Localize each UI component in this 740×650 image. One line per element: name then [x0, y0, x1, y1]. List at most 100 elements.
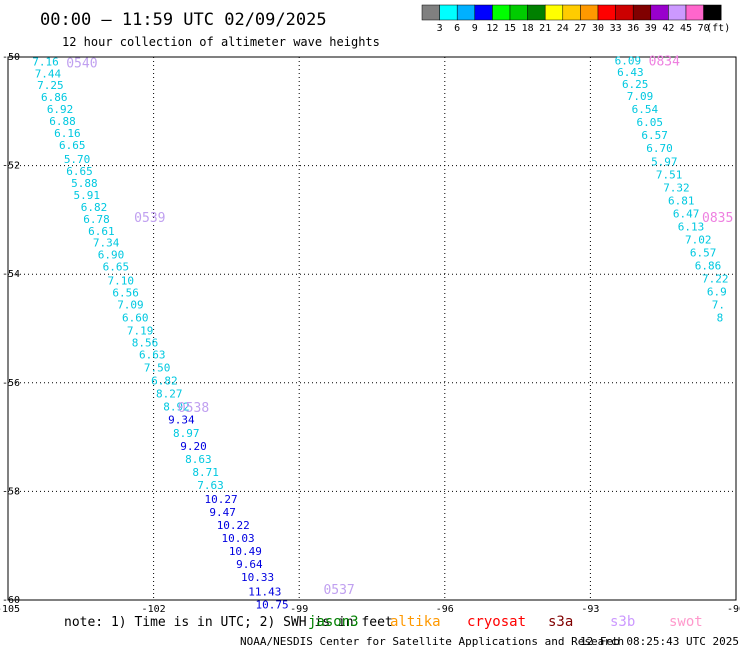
colorbar-swatch: [632, 4, 652, 21]
colorbar-tick: 33: [610, 23, 622, 34]
data-label: 7.10: [107, 275, 134, 288]
data-label: 6.82: [151, 375, 178, 388]
data-label: 10.22: [217, 519, 250, 532]
colorbar-tick: 18: [522, 23, 534, 34]
data-label: 9.47: [209, 506, 236, 519]
colorbar-swatch: [597, 4, 616, 21]
data-label: 6.60: [122, 312, 149, 325]
data-label: 7.19: [127, 325, 154, 338]
data-label: 6.86: [695, 260, 722, 273]
data-label: 8.56: [132, 337, 159, 350]
x-tick-label: -105: [0, 604, 20, 615]
data-label: 10.03: [222, 532, 255, 545]
data-label: 6.78: [83, 213, 110, 226]
data-label: 6.25: [622, 78, 649, 91]
satellite-legend: jason3 altika cryosat s3a s3b swot: [308, 614, 703, 630]
colorbar-tick: 15: [504, 23, 516, 34]
data-label: 8.71: [192, 466, 219, 479]
pass-label: 0834: [649, 54, 680, 69]
x-tick-label: -99: [290, 604, 308, 615]
data-label: 7.09: [117, 299, 144, 312]
data-label: 6.86: [41, 91, 68, 104]
colorbar-swatch: [703, 4, 722, 21]
data-label: 7.51: [656, 168, 683, 181]
data-label: 7.25: [37, 79, 64, 92]
plot-frame: [7, 56, 737, 601]
data-label: 5.88: [71, 177, 98, 190]
chart-subtitle: 12 hour collection of altimeter wave hei…: [62, 35, 380, 49]
data-label: 6.57: [641, 129, 668, 142]
data-label: 6.09: [615, 54, 642, 67]
satellite-label: s3a: [548, 614, 573, 630]
colorbar-legend: 3 6 9 12 15 18 21 24 27 30 33 36 39 42 45 70(ft): [421, 4, 730, 34]
colorbar-swatch: [509, 4, 528, 21]
data-label: 9.20: [180, 440, 207, 453]
data-label: 6.57: [690, 246, 717, 259]
chart-title: 00:00 – 11:59 UTC 02/09/2025: [40, 10, 327, 30]
satellite-label: swot: [669, 614, 703, 630]
data-label: 6.54: [632, 103, 659, 116]
colorbar-swatch: [580, 4, 599, 21]
data-label: 7.22: [702, 273, 729, 286]
footer-note: note: 1) Time is in UTC; 2) SWH is in fe…: [64, 615, 393, 630]
data-label: 7.63: [197, 479, 224, 492]
data-label: 6.56: [112, 287, 139, 300]
colorbar-swatch: [650, 4, 669, 21]
colorbar-swatch: [527, 4, 546, 21]
pass-label: 0538: [178, 401, 209, 416]
data-label: 7.34: [93, 237, 120, 250]
data-label: 7.44: [35, 67, 62, 80]
data-label: 8.63: [185, 453, 212, 466]
data-label: 11.43: [248, 585, 281, 598]
satellite-label: jason3: [308, 614, 359, 630]
colorbar-tick: 21: [539, 23, 551, 34]
y-tick-label: -50: [2, 52, 20, 63]
colorbar-tick: 30: [592, 23, 604, 34]
satellite-label: altika: [390, 614, 441, 630]
x-tick-label: -90: [727, 604, 740, 615]
colorbar-tick: 39: [645, 23, 657, 34]
colorbar-swatch: [615, 4, 634, 21]
data-label: 10.75: [256, 598, 289, 611]
data-label: 6.90: [98, 249, 125, 262]
colorbar-tick: 12: [486, 23, 498, 34]
data-label: 6.9: [707, 286, 727, 299]
data-label: 6.88: [49, 115, 76, 128]
data-label: 7.32: [663, 181, 690, 194]
colorbar-swatch: [562, 4, 581, 21]
data-label: 10.27: [205, 493, 238, 506]
colorbar-swatch: [668, 4, 687, 21]
data-label: 5.97: [651, 155, 678, 168]
footer-credit: NOAA/NESDIS Center for Satellite Applica…: [240, 635, 624, 648]
colorbar-tick: 36: [627, 23, 639, 34]
colorbar-unit: (ft): [706, 23, 730, 34]
colorbar-swatch: [492, 4, 511, 21]
data-label: 6.65: [103, 261, 130, 274]
data-label: 6.70: [646, 142, 673, 155]
x-tick-label: -93: [581, 604, 599, 615]
x-tick-label: -96: [436, 604, 454, 615]
colorbar-tick: 70: [698, 23, 710, 34]
pass-label: 0539: [134, 211, 165, 226]
colorbar-swatch: [421, 4, 440, 21]
x-tick-label: -102: [142, 604, 166, 615]
colorbar-swatch: [685, 4, 704, 21]
y-tick-label: -58: [2, 486, 20, 497]
colorbar-tick: 3: [437, 23, 443, 34]
colorbar-swatch: [544, 4, 564, 21]
data-label: 8.92: [163, 401, 190, 414]
colorbar-tick: 24: [557, 23, 569, 34]
data-label: 6.43: [617, 66, 644, 79]
y-tick-label: -54: [2, 269, 20, 280]
data-label: 7.50: [144, 362, 171, 375]
colorbar-tick: 45: [680, 23, 692, 34]
data-label: 10.49: [229, 545, 262, 558]
data-label: 6.92: [47, 103, 74, 116]
data-label: 6.82: [81, 201, 108, 214]
data-label: 6.61: [88, 225, 115, 238]
data-label: 6.13: [678, 220, 705, 233]
data-label: 8: [717, 312, 724, 325]
data-label: 6.81: [668, 194, 695, 207]
plot-area: -105 -102 -99 -96 -93 -90 -50 -52 -54 -56 -58 -60 7.…: [0, 52, 740, 615]
y-tick-label: -52: [2, 161, 20, 172]
